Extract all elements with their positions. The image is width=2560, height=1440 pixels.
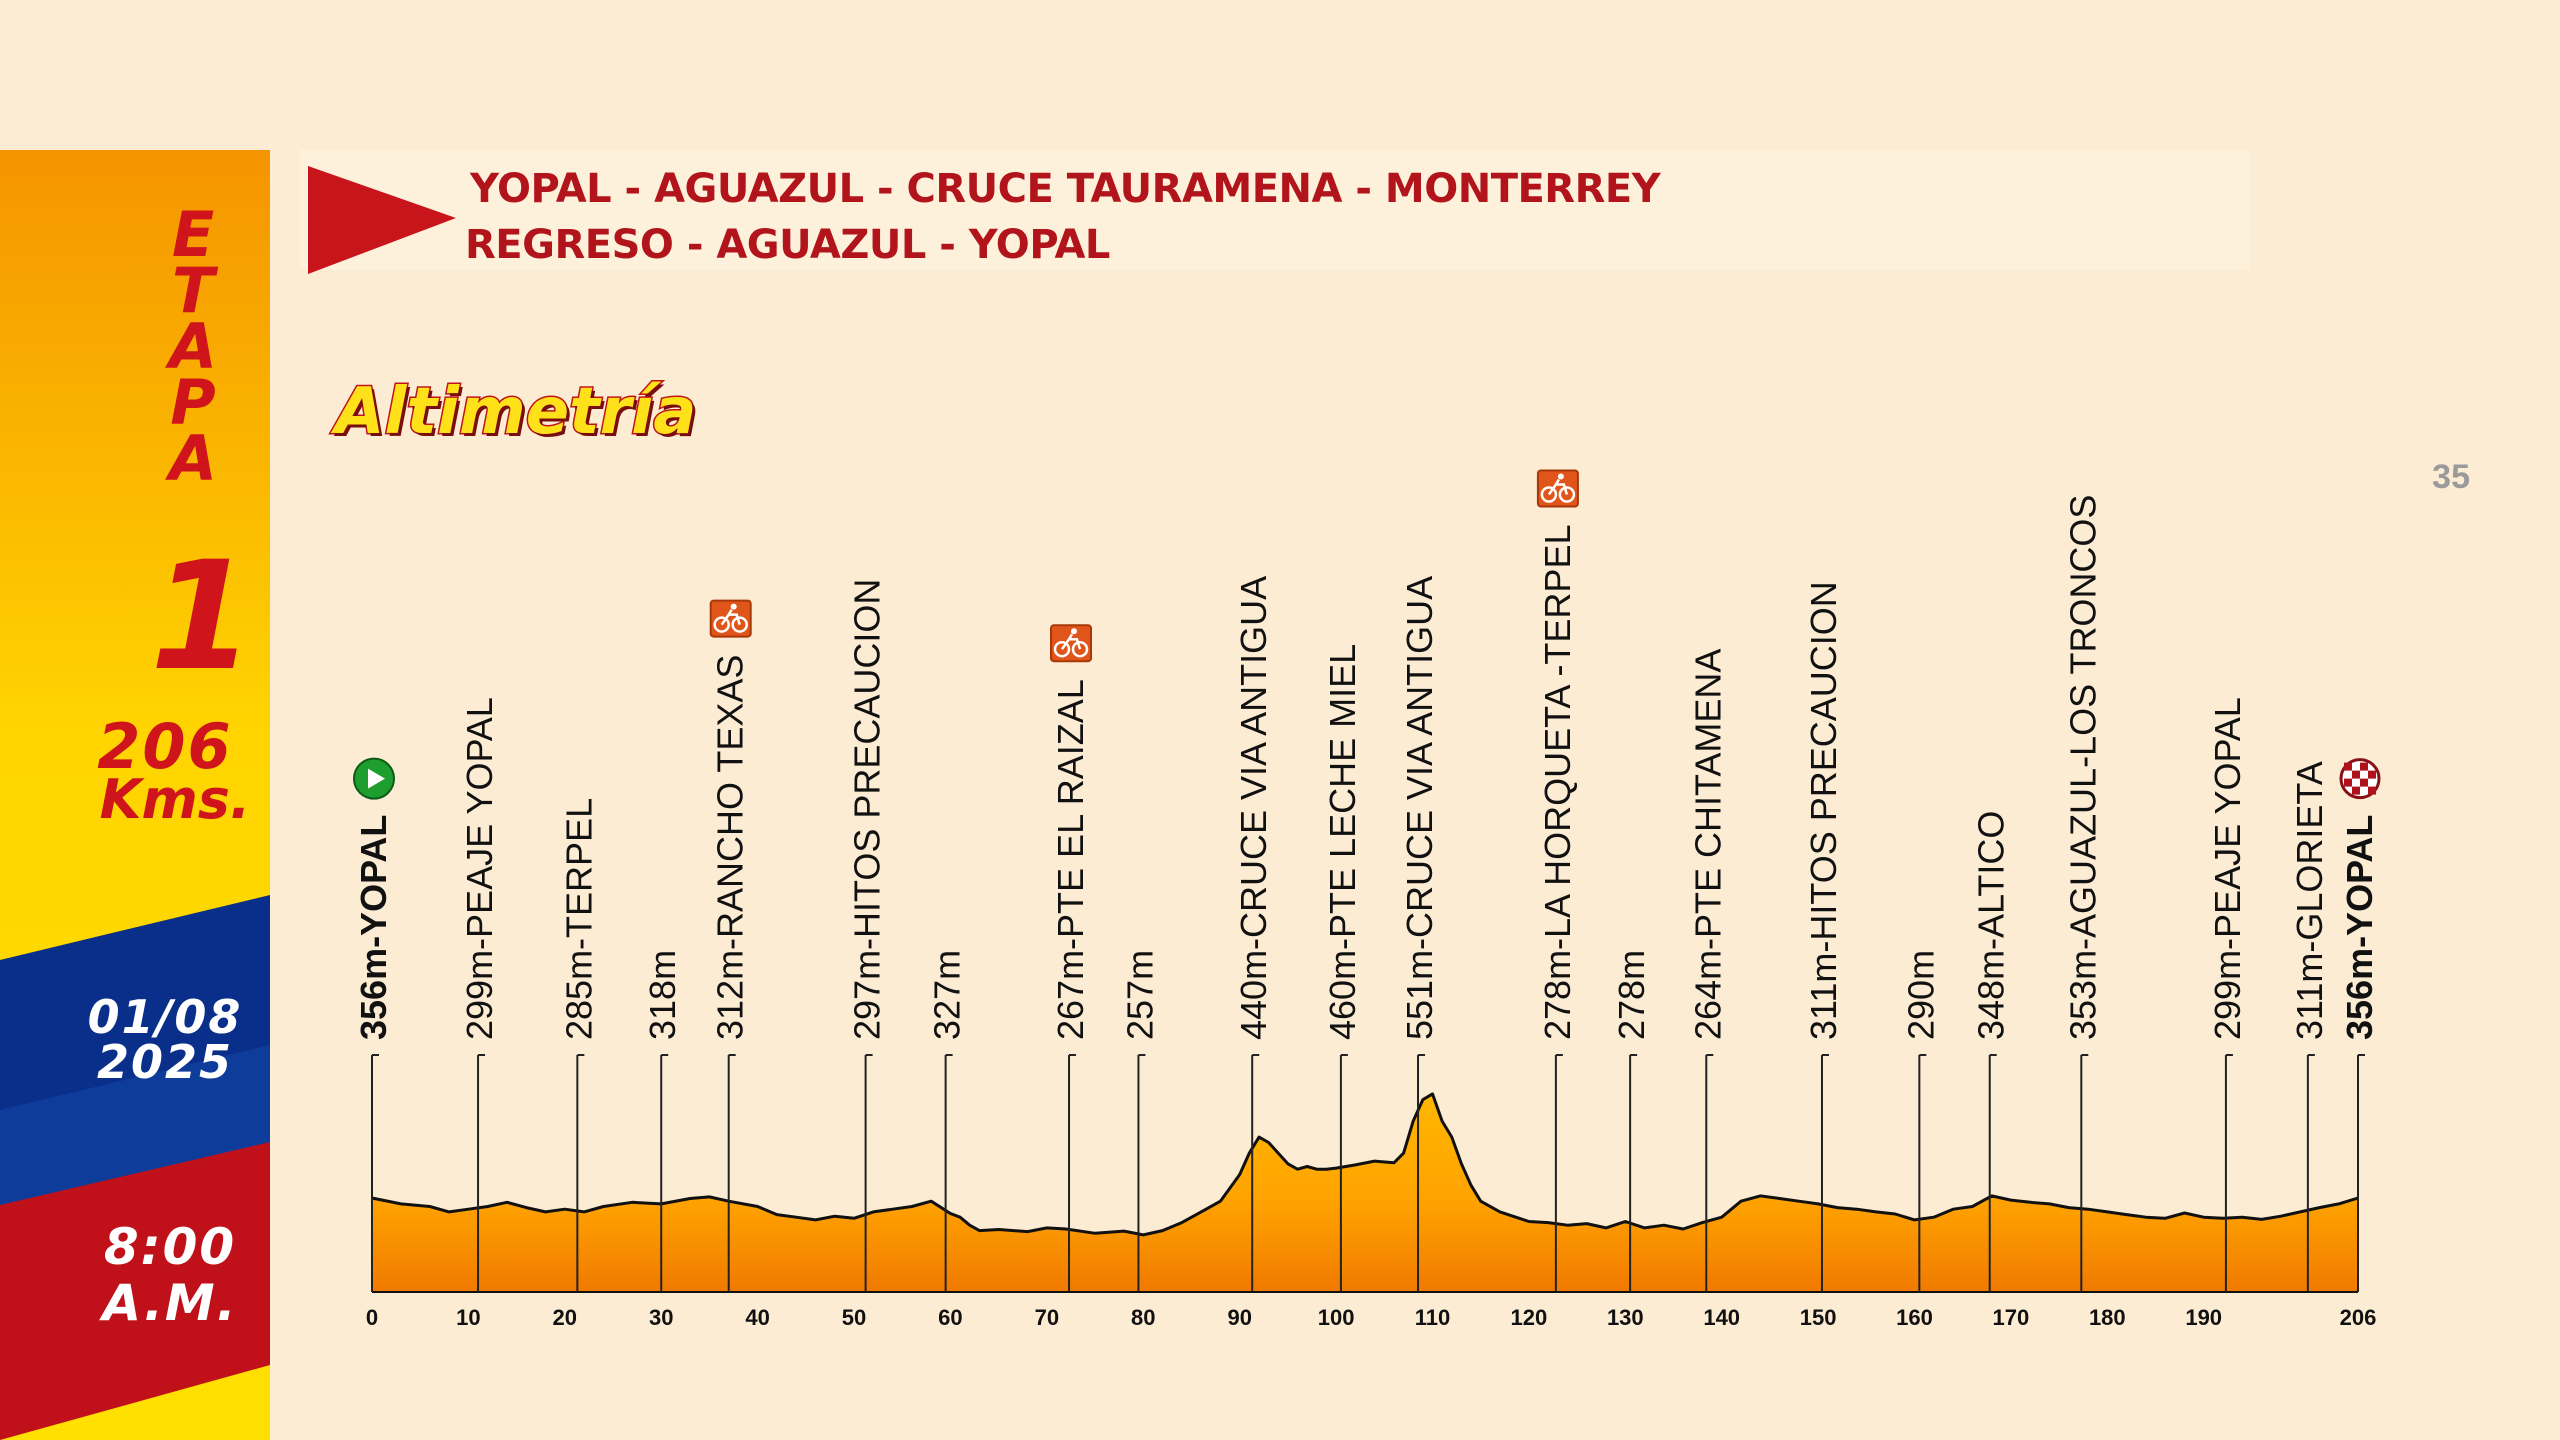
- x-tick-label: 150: [1800, 1305, 1837, 1330]
- chart-title: Altimetría: [333, 374, 697, 451]
- x-tick-label: 10: [456, 1305, 480, 1330]
- waypoint-label: 312m-RANCHO TEXAS: [710, 655, 751, 1040]
- waypoint-label: 318m: [642, 950, 683, 1040]
- x-tick-label: 0: [366, 1305, 378, 1330]
- waypoint-label: 311m-HITOS PRECAUCION: [1803, 581, 1844, 1040]
- waypoint-label: 551m-CRUCE VIA ANTIGUA: [1399, 576, 1440, 1040]
- x-tick-label: 50: [842, 1305, 866, 1330]
- x-tick-label: 20: [553, 1305, 577, 1330]
- x-tick-label: 190: [2185, 1305, 2222, 1330]
- page-number: 35: [2432, 458, 2470, 496]
- x-tick-label: 30: [649, 1305, 673, 1330]
- x-tick-label: 100: [1318, 1305, 1355, 1330]
- stage-distance-unit: Kms.: [99, 768, 251, 831]
- x-tick-label: 160: [1896, 1305, 1933, 1330]
- flag-color-bands: [0, 150, 270, 1440]
- stage-start-meridiem: A.M.: [102, 1274, 238, 1332]
- waypoint-label: 356m-YOPAL: [353, 815, 394, 1040]
- x-tick-label: 120: [1511, 1305, 1548, 1330]
- x-tick-label: 40: [745, 1305, 769, 1330]
- waypoint-label: 285m-TERPEL: [558, 798, 599, 1040]
- stage-number: 1: [150, 530, 255, 704]
- elevation-line: [371, 1092, 2359, 1237]
- waypoint-label: 264m-PTE CHITAMENA: [1687, 649, 1728, 1040]
- x-tick-label: 110: [1415, 1305, 1451, 1330]
- x-tick-label: 90: [1227, 1305, 1251, 1330]
- waypoint-label: 278m: [1611, 950, 1652, 1040]
- route-banner: YOPAL - AGUAZUL - CRUCE TAURAMENA - MONT…: [300, 150, 2250, 274]
- stage-word-letter: P: [170, 366, 216, 439]
- stage-distance-value: 206: [97, 710, 233, 783]
- waypoint-label: 290m: [1900, 950, 1941, 1040]
- route-line-return: REGRESO - AGUAZUL - YOPAL: [465, 222, 1110, 268]
- x-tick-label: 60: [938, 1305, 962, 1330]
- stage-date-year: 2025: [96, 1035, 234, 1089]
- stage-word-letter: A: [169, 310, 217, 383]
- waypoint-label: 460m-PTE LECHE MIEL: [1322, 644, 1363, 1040]
- sprint-icon: [1536, 469, 1579, 508]
- sprint-icon: [1050, 624, 1092, 663]
- stage-word-letter: T: [171, 254, 215, 327]
- waypoint-label: 299m-PEAJE YOPAL: [459, 697, 500, 1040]
- x-tick-label: 70: [1035, 1305, 1059, 1330]
- waypoint-label: 257m: [1119, 950, 1160, 1040]
- stage-info-panel: E T A P A 1 206 Kms. 01/08 2025 8:00 A.M…: [0, 150, 270, 1440]
- x-tick-label: 206: [2340, 1305, 2377, 1330]
- waypoint-label: 267m-PTE EL RAIZAL: [1050, 679, 1091, 1040]
- waypoint-label: 311m-GLORIETA: [2289, 761, 2330, 1040]
- stage-date-day-month: 01/08: [87, 990, 243, 1044]
- x-tick-label: 170: [1993, 1305, 2030, 1330]
- waypoint-label: 440m-CRUCE VIA ANTIGUA: [1233, 576, 1274, 1040]
- waypoint-label: 299m-PEAJE YOPAL: [2207, 697, 2248, 1040]
- waypoint-label: 278m-LA HORQUETA -TERPEL: [1537, 525, 1578, 1040]
- route-line-outbound: YOPAL - AGUAZUL - CRUCE TAURAMENA - MONT…: [470, 166, 1661, 212]
- sprint-icon: [709, 599, 752, 638]
- waypoint-label: 353m-AGUAZUL-LOS TRONCOS: [2062, 495, 2103, 1040]
- waypoint-label: 327m: [927, 950, 968, 1040]
- x-tick-label: 130: [1607, 1305, 1644, 1330]
- waypoint-label: 348m-ALTICO: [1971, 811, 2012, 1040]
- x-tick-label: 180: [2089, 1305, 2126, 1330]
- x-tick-label: 80: [1131, 1305, 1155, 1330]
- stage-word-letter: E: [171, 198, 215, 271]
- start-icon: [353, 757, 395, 800]
- stage-word-letter: A: [169, 422, 217, 495]
- stage-start-time: 8:00: [103, 1218, 237, 1276]
- finish-icon: [2339, 758, 2381, 800]
- x-tick-label: 140: [1703, 1305, 1740, 1330]
- waypoint-label: 356m-YOPAL: [2339, 815, 2380, 1040]
- elevation-area: [372, 1093, 2358, 1292]
- route-arrow-icon: [308, 166, 456, 274]
- waypoint-label: 297m-HITOS PRECAUCION: [847, 579, 888, 1040]
